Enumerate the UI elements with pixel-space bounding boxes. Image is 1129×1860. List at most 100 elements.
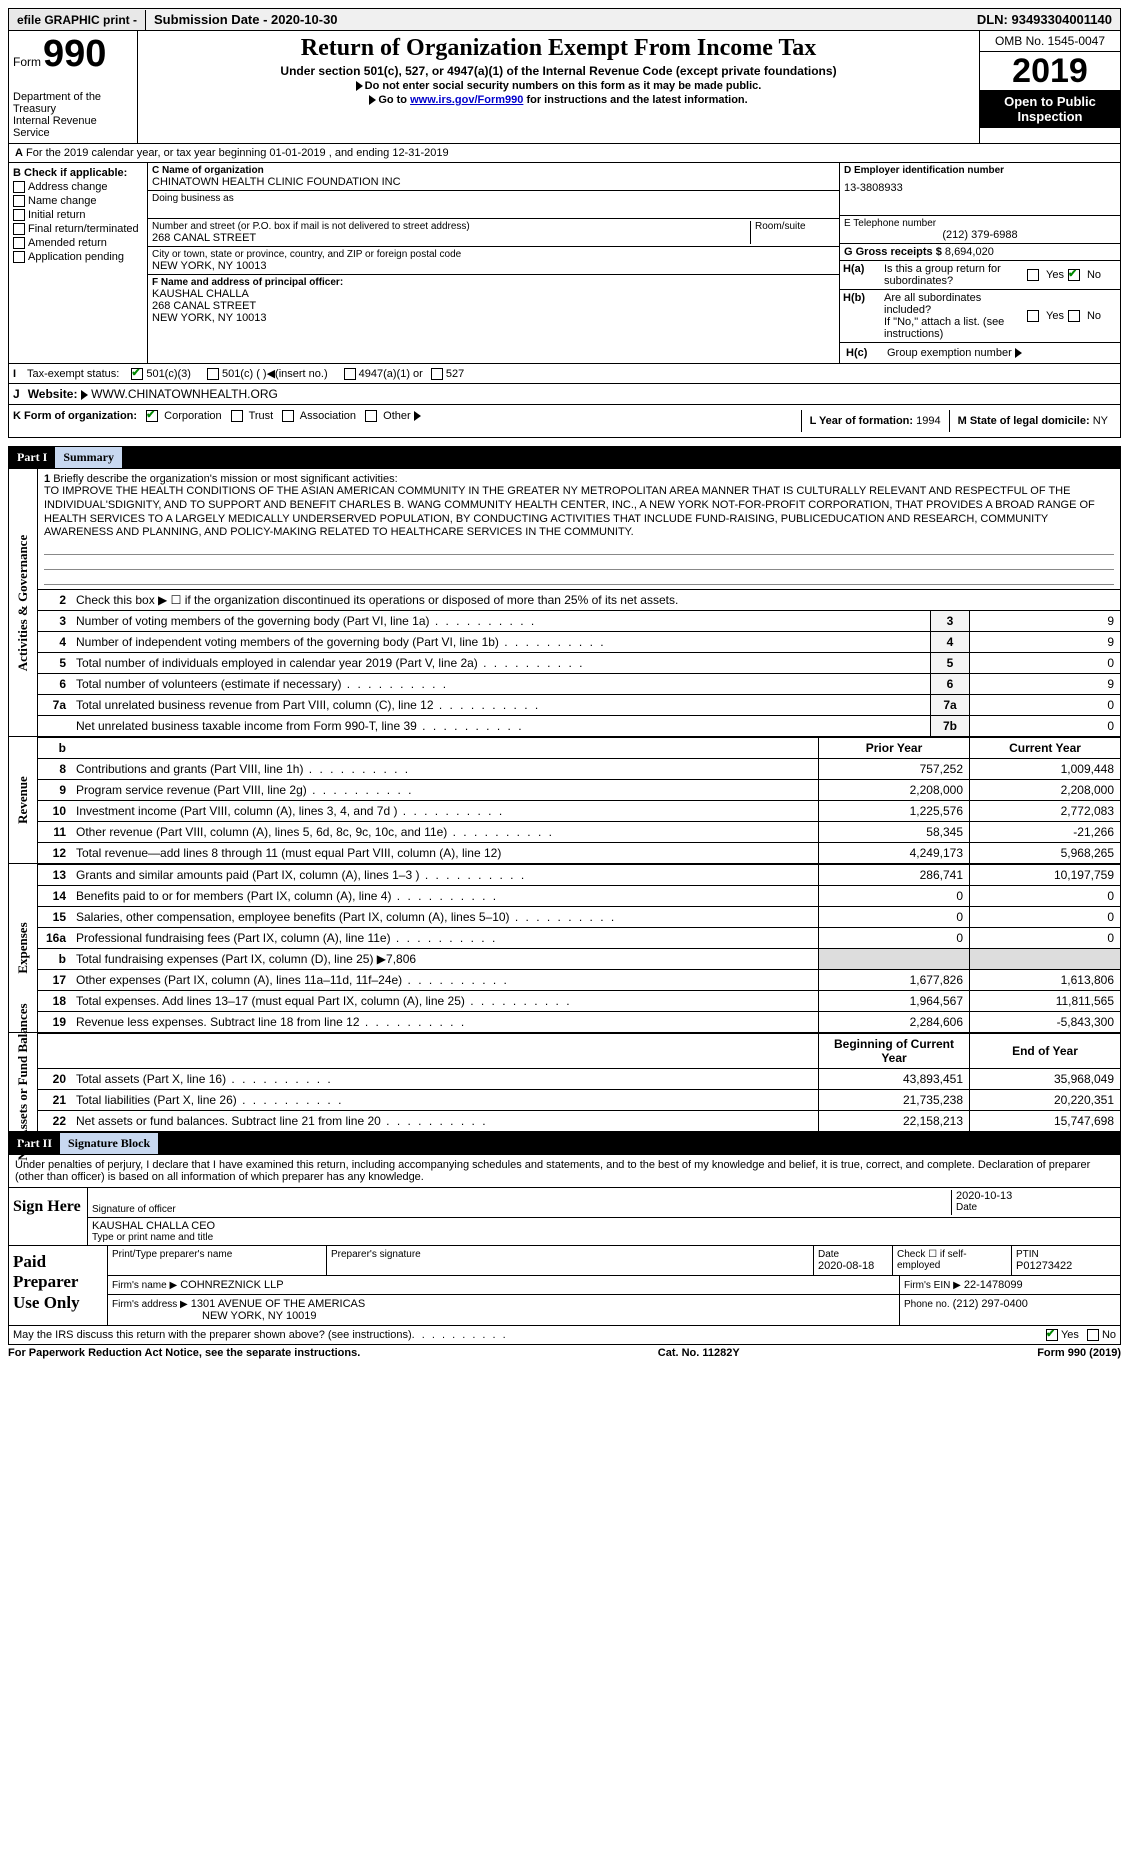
chk-discuss-no[interactable] xyxy=(1087,1329,1099,1341)
expenses-table: 13Grants and similar amounts paid (Part … xyxy=(38,864,1120,1032)
chk-final-return[interactable] xyxy=(13,223,25,235)
officer-addr2: NEW YORK, NY 10013 xyxy=(152,312,835,324)
chk-ha-yes[interactable] xyxy=(1027,269,1039,281)
ein-label: D Employer identification number xyxy=(844,165,1116,176)
cat-number: Cat. No. 11282Y xyxy=(658,1347,740,1359)
chk-application-pending[interactable] xyxy=(13,251,25,263)
val-7a: 0 xyxy=(970,695,1121,716)
chk-hb-no[interactable] xyxy=(1068,310,1080,322)
chk-amended-return[interactable] xyxy=(13,237,25,249)
sig-date: 2020-10-13 xyxy=(956,1190,1116,1202)
submission-date: Submission Date - 2020-10-30 xyxy=(146,9,346,30)
officer-addr1: 268 CANAL STREET xyxy=(152,300,835,312)
net-assets-block: Net Assets or Fund Balances Beginning of… xyxy=(8,1033,1121,1132)
chk-name-change[interactable] xyxy=(13,195,25,207)
self-employed-check: Check ☐ if self-employed xyxy=(897,1249,1007,1271)
val-6: 9 xyxy=(970,674,1121,695)
state-domicile: NY xyxy=(1093,415,1108,427)
phone: (212) 379-6988 xyxy=(844,229,1116,241)
col-b-checkboxes: B Check if applicable: Address change Na… xyxy=(9,163,148,363)
form-subtitle: Under section 501(c), 527, or 4947(a)(1)… xyxy=(142,64,975,78)
firm-addr2: NEW YORK, NY 10019 xyxy=(202,1310,317,1322)
officer-name-title: KAUSHAL CHALLA CEO xyxy=(92,1220,1116,1232)
street-address: 268 CANAL STREET xyxy=(152,232,750,244)
efile-print-button[interactable]: efile GRAPHIC print - xyxy=(9,10,146,30)
sign-here-label: Sign Here xyxy=(9,1188,88,1245)
sig-date-label: Date xyxy=(956,1202,1116,1213)
firm-addr1: 1301 AVENUE OF THE AMERICAS xyxy=(191,1298,365,1310)
irs-link[interactable]: www.irs.gov/Form990 xyxy=(410,94,523,106)
mission-text: TO IMPROVE THE HEALTH CONDITIONS OF THE … xyxy=(44,485,1095,538)
top-toolbar: efile GRAPHIC print - Submission Date - … xyxy=(8,8,1121,31)
chk-501c3[interactable] xyxy=(131,368,143,380)
form-header: Form 990 Department of the Treasury Inte… xyxy=(8,31,1121,144)
side-label-ag: Activities & Governance xyxy=(15,534,31,670)
chk-other[interactable] xyxy=(365,410,377,422)
col-right-info: D Employer identification number 13-3808… xyxy=(839,163,1120,363)
side-label-revenue: Revenue xyxy=(15,776,31,824)
city-label: City or town, state or province, country… xyxy=(152,249,835,260)
hc-label: Group exemption number xyxy=(887,347,1012,359)
chk-corporation[interactable] xyxy=(146,410,158,422)
phone-label: E Telephone number xyxy=(844,218,1116,229)
identity-section: B Check if applicable: Address change Na… xyxy=(8,163,1121,364)
website-row: J Website: WWW.CHINATOWNHEALTH.ORG xyxy=(8,384,1121,405)
ein: 13-3808933 xyxy=(844,182,1116,194)
dln-number: DLN: 93493304001140 xyxy=(969,9,1120,30)
page-footer: For Paperwork Reduction Act Notice, see … xyxy=(8,1345,1121,1361)
dba-label: Doing business as xyxy=(152,193,835,204)
hb-label: Are all subordinates included? xyxy=(884,292,981,316)
netassets-table: Beginning of Current YearEnd of Year 20T… xyxy=(38,1033,1120,1131)
firm-phone: (212) 297-0400 xyxy=(953,1298,1028,1310)
mission-label: Briefly describe the organization's miss… xyxy=(53,473,397,485)
chk-hb-yes[interactable] xyxy=(1027,310,1039,322)
side-label-expenses: Expenses xyxy=(15,922,31,973)
sig-officer-label: Signature of officer xyxy=(92,1204,951,1215)
irs-label: Internal Revenue Service xyxy=(13,115,133,139)
form-footer: Form 990 (2019) xyxy=(1037,1347,1121,1359)
officer-name: KAUSHAL CHALLA xyxy=(152,288,835,300)
signature-block: Under penalties of perjury, I declare th… xyxy=(8,1155,1121,1326)
header-middle: Return of Organization Exempt From Incom… xyxy=(138,31,979,143)
tax-exempt-status-row: I Tax-exempt status: 501(c)(3) 501(c) ( … xyxy=(8,364,1121,384)
ptin: P01273422 xyxy=(1016,1260,1116,1272)
chk-ha-no[interactable] xyxy=(1068,269,1080,281)
firm-name: COHNREZNICK LLP xyxy=(180,1279,283,1291)
dept-treasury: Department of the Treasury xyxy=(13,91,133,115)
revenue-block: Revenue bPrior YearCurrent Year 8Contrib… xyxy=(8,737,1121,864)
ag-table: 2Check this box ▶ ☐ if the organization … xyxy=(38,589,1120,736)
col-b-header: B Check if applicable: xyxy=(13,167,143,179)
instructions-link-row: Go to www.irs.gov/Form990 for instructio… xyxy=(142,94,975,106)
chk-address-change[interactable] xyxy=(13,181,25,193)
col-c-org-info: C Name of organization CHINATOWN HEALTH … xyxy=(148,163,839,363)
perjury-statement: Under penalties of perjury, I declare th… xyxy=(9,1155,1120,1187)
val-4: 9 xyxy=(970,632,1121,653)
org-name: CHINATOWN HEALTH CLINIC FOUNDATION INC xyxy=(152,176,835,188)
officer-label: F Name and address of principal officer: xyxy=(152,277,835,288)
form-organization-row: K Form of organization: Corporation Trus… xyxy=(8,405,1121,438)
revenue-table: bPrior YearCurrent Year 8Contributions a… xyxy=(38,737,1120,863)
chk-discuss-yes[interactable] xyxy=(1046,1329,1058,1341)
chk-527[interactable] xyxy=(431,368,443,380)
header-left: Form 990 Department of the Treasury Inte… xyxy=(9,31,138,143)
tax-year: 2019 xyxy=(980,52,1120,90)
hb-note: If "No," attach a list. (see instruction… xyxy=(884,316,1004,340)
header-right: OMB No. 1545-0047 2019 Open to Public In… xyxy=(979,31,1120,143)
form-word: Form xyxy=(13,55,41,69)
row-a-tax-year: A For the 2019 calendar year, or tax yea… xyxy=(8,144,1121,163)
chk-4947a1[interactable] xyxy=(344,368,356,380)
addr-label: Number and street (or P.O. box if mail i… xyxy=(152,221,750,232)
part-ii-header: Part II Signature Block xyxy=(8,1132,1121,1155)
chk-trust[interactable] xyxy=(231,410,243,422)
val-7b: 0 xyxy=(970,716,1121,737)
prep-date: 2020-08-18 xyxy=(818,1260,888,1272)
website-url: WWW.CHINATOWNHEALTH.ORG xyxy=(91,387,278,401)
chk-501c-other[interactable] xyxy=(207,368,219,380)
firm-ein: 22-1478099 xyxy=(964,1279,1023,1291)
ssn-warning: Do not enter social security numbers on … xyxy=(142,80,975,92)
chk-initial-return[interactable] xyxy=(13,209,25,221)
omb-number: OMB No. 1545-0047 xyxy=(980,31,1120,52)
chk-association[interactable] xyxy=(282,410,294,422)
city-state-zip: NEW YORK, NY 10013 xyxy=(152,260,835,272)
gross-label: G Gross receipts $ xyxy=(844,246,942,258)
